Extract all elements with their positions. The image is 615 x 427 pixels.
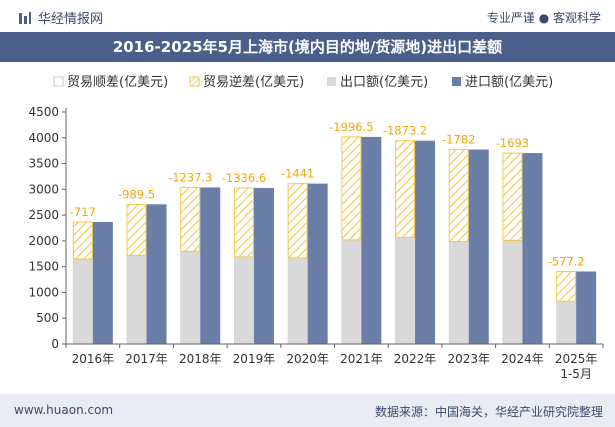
x-tick-label: 2024年 — [501, 352, 544, 366]
x-tick-label-line: 2016年 — [72, 352, 115, 366]
export-bar — [180, 251, 201, 344]
deficit-data-label: -1782 — [442, 133, 475, 147]
export-bar — [341, 239, 362, 344]
deficit-data-label: -1237.3 — [168, 170, 212, 184]
import-bar — [146, 204, 167, 344]
x-tick-label: 2018年 — [179, 352, 222, 366]
import-bar — [200, 187, 221, 344]
x-tick-label: 2016年 — [72, 352, 115, 366]
deficit-bar — [556, 270, 577, 302]
deficit-bar — [72, 221, 93, 260]
import-bar — [468, 149, 489, 344]
deficit-data-label: -1693 — [496, 136, 529, 150]
top-bar: 华经情报网 专业严谨 ● 客观科学 — [0, 0, 615, 32]
legend-label: 出口额(亿美元) — [340, 75, 428, 90]
footer: www.huaon.com 数据来源：中国海关，华经产业研究院整理 — [0, 394, 615, 427]
x-tick-label: 2019年 — [233, 352, 276, 366]
deficit-data-label: -717 — [70, 205, 96, 219]
brand-name: 华经情报网 — [38, 12, 104, 27]
x-tick-label-line: 2025年 — [555, 352, 598, 366]
legend-swatch — [189, 76, 200, 87]
footer-source: 数据来源：中国海关，华经产业研究院整理 — [374, 405, 603, 419]
y-tick-label: 1000 — [28, 285, 59, 299]
legend: 贸易顺差(亿美元) 贸易逆差(亿美元) 出口额(亿美元) 进口额(亿美元) — [53, 74, 553, 90]
brand: 华经情报网 — [18, 8, 103, 27]
chart: 贸易顺差(亿美元) 贸易逆差(亿美元) 出口额(亿美元) 进口额(亿美元) 0 500 1… — [28, 74, 604, 381]
deficit-bar — [287, 183, 308, 259]
y-axis: 0 500 1000 1500 2000 2500 3000 3500 4000 4500 — [28, 105, 67, 351]
x-tick-label: 2025年 1-5月 — [555, 352, 598, 381]
legend-label: 贸易顺差(亿美元) — [67, 75, 168, 90]
import-bar — [92, 221, 113, 344]
import-bar — [307, 183, 328, 344]
x-tick-label-line: 2022年 — [394, 352, 437, 366]
deficit-data-label: -1996.5 — [329, 120, 373, 134]
deficit-bar — [180, 186, 201, 252]
x-tick-label-line: 2023年 — [447, 352, 490, 366]
y-tick-label: 2000 — [28, 234, 59, 248]
x-tick-label-line: 2017年 — [125, 352, 168, 366]
legend-label: 进口额(亿美元) — [465, 75, 553, 90]
x-tick-label-line: 2019年 — [233, 352, 276, 366]
y-tick-label: 4500 — [28, 105, 59, 119]
x-tick-label-line: 2021年 — [340, 352, 383, 366]
export-bar — [448, 241, 469, 344]
x-tick-label: 2021年 — [340, 352, 383, 366]
export-bar — [72, 258, 93, 344]
x-tick-label-line: 2024年 — [501, 352, 544, 366]
footer-url: www.huaon.com — [14, 403, 114, 417]
deficit-bar — [341, 136, 362, 241]
export-bar — [556, 301, 577, 344]
import-bar — [361, 136, 382, 344]
import-bar — [415, 140, 436, 344]
x-tick-label-line: 1-5月 — [560, 367, 592, 381]
bars: -717 -989.5 -1237.3 -1336.6 -1441 -1996.5 -187… — [70, 120, 597, 344]
legend-label: 贸易逆差(亿美元) — [203, 74, 304, 90]
deficit-data-label: -1441 — [281, 167, 314, 181]
y-tick-label: 2500 — [28, 208, 59, 222]
tagline: 专业严谨 ● 客观科学 — [486, 11, 601, 25]
deficit-bar — [395, 140, 416, 238]
deficit-data-label: -989.5 — [118, 187, 155, 201]
legend-swatch — [452, 77, 461, 86]
export-bar — [287, 257, 308, 344]
y-tick-label: 3500 — [28, 157, 59, 171]
legend-swatch — [53, 76, 64, 87]
import-bar — [576, 271, 597, 344]
x-tick-label-line: 2020年 — [286, 352, 329, 366]
x-tick-label-line: 2018年 — [179, 352, 222, 366]
export-bar — [502, 240, 523, 344]
legend-swatch — [327, 77, 336, 86]
y-tick-label: 3000 — [28, 182, 59, 196]
y-tick-label: 500 — [36, 311, 59, 325]
y-tick-label: 4000 — [28, 131, 59, 145]
chart-title: 2016-2025年5月上海市(境内目的地/货源地)进出口差额 — [0, 32, 615, 62]
x-axis: 2016年 2017年 2018年 2019年 2020年 2021年 2022年 2023年… — [65, 343, 604, 381]
deficit-bar — [448, 149, 469, 242]
export-bar — [395, 237, 416, 344]
import-bar — [522, 153, 543, 344]
y-tick-label: 0 — [51, 337, 59, 351]
deficit-bar — [502, 152, 523, 241]
import-bar — [253, 187, 274, 344]
deficit-data-label: -1873.2 — [383, 124, 427, 138]
x-tick-label: 2020年 — [286, 352, 329, 366]
deficit-data-label: -577.2 — [548, 254, 585, 268]
bar-logo-icon — [19, 11, 31, 24]
deficit-bar — [233, 187, 254, 258]
deficit-bar — [126, 203, 147, 256]
export-bar — [233, 256, 254, 344]
y-tick-label: 1500 — [28, 260, 59, 274]
x-tick-label: 2017年 — [125, 352, 168, 366]
x-tick-label: 2022年 — [394, 352, 437, 366]
export-bar — [126, 255, 147, 344]
x-tick-label: 2023年 — [447, 352, 490, 366]
deficit-data-label: -1336.6 — [222, 171, 266, 185]
